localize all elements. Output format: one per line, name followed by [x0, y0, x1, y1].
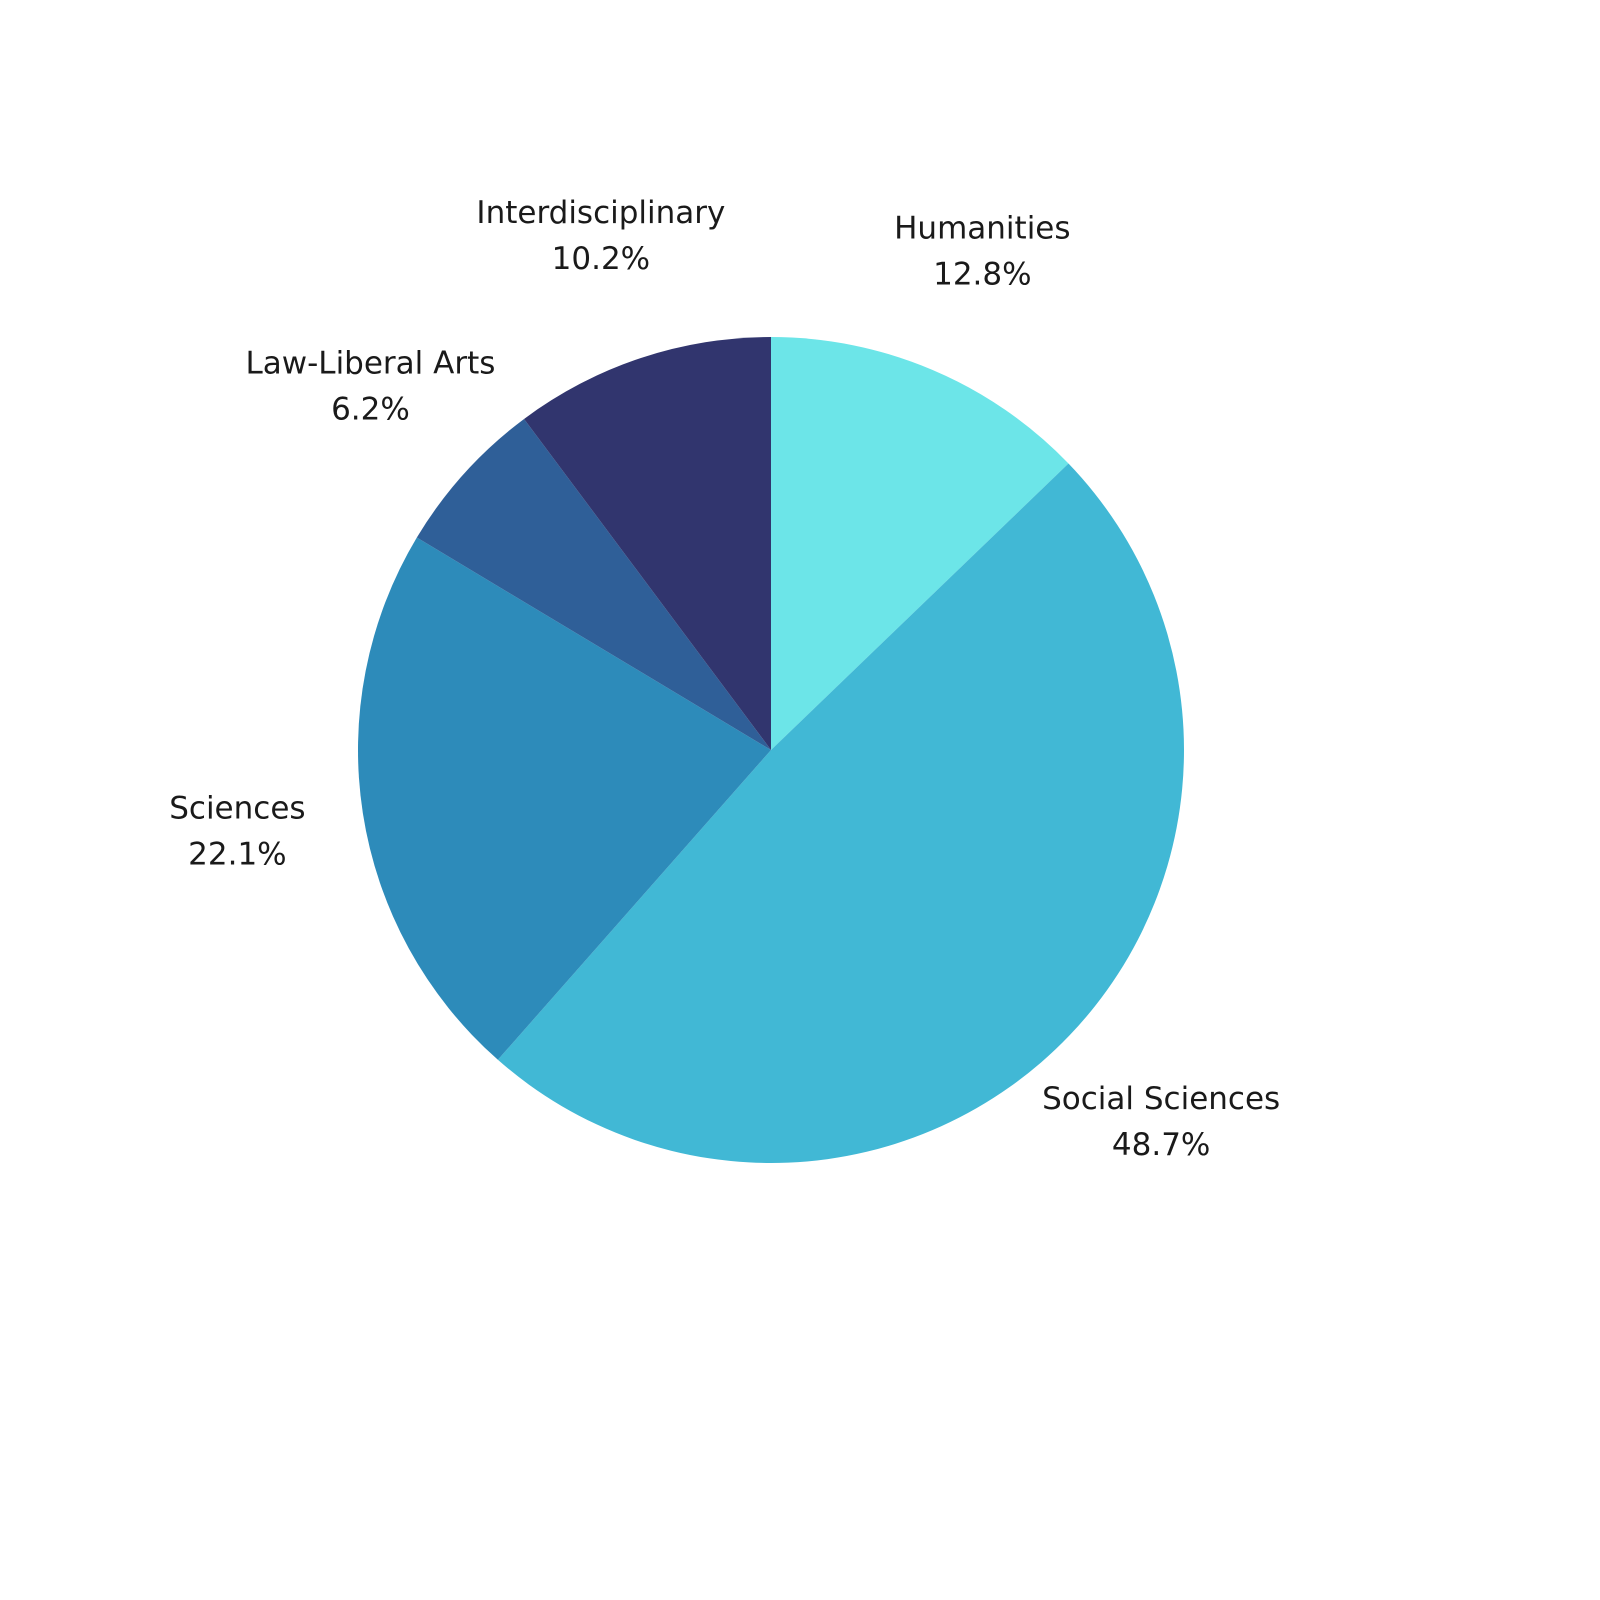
pie-slice: [524, 337, 771, 750]
slice-label: Sciences: [169, 790, 305, 826]
slice-label: Law-Liberal Arts: [245, 345, 495, 381]
slice-label: Interdisciplinary: [476, 195, 725, 231]
slice-value-label: 10.2%: [552, 241, 650, 277]
slice-label: Social Sciences: [1042, 1081, 1280, 1117]
slice-value-label: 12.8%: [933, 257, 1031, 293]
pie-slice: [416, 418, 771, 750]
pie-slice: [771, 337, 1069, 750]
slice-value-label: 22.1%: [188, 836, 286, 872]
pie-slice: [497, 463, 1185, 1164]
slice-value-label: 48.7%: [1112, 1127, 1210, 1163]
pie-slice: [358, 537, 771, 1060]
slice-label: Humanities: [894, 211, 1070, 247]
slice-value-label: 6.2%: [331, 391, 410, 427]
